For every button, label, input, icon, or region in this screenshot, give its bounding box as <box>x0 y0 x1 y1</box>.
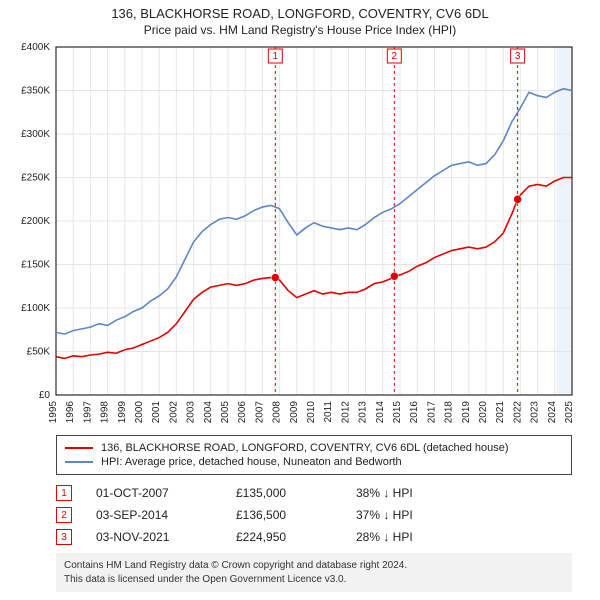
x-tick-label: 2022 <box>512 401 523 424</box>
svg-text:1: 1 <box>273 51 279 62</box>
x-tick-label: 2008 <box>272 401 283 424</box>
y-tick-label: £0 <box>39 390 51 401</box>
legend-swatch <box>65 461 93 463</box>
page-root: 136, BLACKHORSE ROAD, LONGFORD, COVENTRY… <box>0 0 600 592</box>
x-tick-label: 2002 <box>168 401 179 424</box>
x-tick-label: 2017 <box>426 401 437 424</box>
event-date: 03-NOV-2021 <box>96 530 236 544</box>
event-delta: 38% ↓ HPI <box>356 486 413 500</box>
legend: 136, BLACKHORSE ROAD, LONGFORD, COVENTRY… <box>56 435 572 475</box>
y-tick-label: £350K <box>21 86 50 97</box>
x-tick-label: 2025 <box>564 401 575 424</box>
event-flag: 2 <box>387 49 401 63</box>
legend-label: HPI: Average price, detached house, Nune… <box>101 456 402 468</box>
legend-label: 136, BLACKHORSE ROAD, LONGFORD, COVENTRY… <box>101 442 509 454</box>
footer-note: Contains HM Land Registry data © Crown c… <box>56 553 572 592</box>
y-tick-label: £250K <box>21 173 50 184</box>
series-marker <box>390 272 398 280</box>
x-tick-label: 2023 <box>530 401 541 424</box>
legend-item: 136, BLACKHORSE ROAD, LONGFORD, COVENTRY… <box>65 442 563 454</box>
event-row: 1 01-OCT-2007£135,00038% ↓ HPI <box>56 485 572 501</box>
legend-item: HPI: Average price, detached house, Nune… <box>65 456 563 468</box>
x-tick-label: 2009 <box>289 401 300 424</box>
x-tick-label: 2021 <box>495 401 506 424</box>
event-badge: 3 <box>56 529 72 545</box>
x-tick-label: 2018 <box>444 401 455 424</box>
x-tick-label: 2014 <box>375 401 386 424</box>
x-tick-label: 2001 <box>151 401 162 424</box>
x-tick-label: 2003 <box>186 401 197 424</box>
event-date: 01-OCT-2007 <box>96 486 236 500</box>
x-tick-label: 1997 <box>82 401 93 424</box>
footer-line-1: Contains HM Land Registry data © Crown c… <box>64 559 564 573</box>
x-tick-label: 2011 <box>323 401 334 423</box>
x-tick-label: 2005 <box>220 401 231 424</box>
svg-text:3: 3 <box>515 51 521 62</box>
y-tick-label: £400K <box>21 42 50 53</box>
event-badge: 2 <box>56 507 72 523</box>
event-delta: 37% ↓ HPI <box>356 508 413 522</box>
y-tick-label: £200K <box>21 216 50 227</box>
legend-swatch <box>65 447 93 449</box>
x-tick-label: 1996 <box>65 401 76 424</box>
x-tick-label: 2015 <box>392 401 403 424</box>
event-price: £135,000 <box>236 486 356 500</box>
x-tick-label: 2007 <box>254 401 265 424</box>
chart: £0 £50K £100K £150K £200K £250K £300K £350K £400… <box>0 39 600 429</box>
x-tick-label: 2000 <box>134 401 145 424</box>
chart-titles: 136, BLACKHORSE ROAD, LONGFORD, COVENTRY… <box>0 0 600 39</box>
event-flag: 1 <box>268 49 282 63</box>
y-tick-label: £150K <box>21 260 50 271</box>
title-line-1: 136, BLACKHORSE ROAD, LONGFORD, COVENTRY… <box>10 6 590 21</box>
y-tick-label: £50K <box>27 347 51 358</box>
footer-line-2: This data is licensed under the Open Gov… <box>64 573 564 587</box>
title-line-2: Price paid vs. HM Land Registry's House … <box>10 23 590 37</box>
event-flag: 3 <box>511 49 525 63</box>
x-tick-label: 2013 <box>358 401 369 424</box>
event-badge: 1 <box>56 485 72 501</box>
x-tick-label: 2020 <box>478 401 489 424</box>
x-tick-label: 1999 <box>117 401 128 424</box>
event-price: £224,950 <box>236 530 356 544</box>
event-date: 03-SEP-2014 <box>96 508 236 522</box>
y-tick-label: £300K <box>21 129 50 140</box>
event-delta: 28% ↓ HPI <box>356 530 413 544</box>
y-tick-label: £100K <box>21 303 50 314</box>
x-tick-label: 2004 <box>203 401 214 424</box>
x-tick-label: 2012 <box>340 401 351 424</box>
series-marker <box>514 195 522 203</box>
event-row: 3 03-NOV-2021£224,95028% ↓ HPI <box>56 529 572 545</box>
x-tick-label: 2006 <box>237 401 248 424</box>
event-row: 2 03-SEP-2014£136,50037% ↓ HPI <box>56 507 572 523</box>
x-tick-label: 1995 <box>48 401 59 424</box>
x-tick-label: 2016 <box>409 401 420 424</box>
event-price: £136,500 <box>236 508 356 522</box>
series-marker <box>271 274 279 282</box>
x-tick-label: 2024 <box>547 401 558 424</box>
x-tick-label: 1998 <box>100 401 111 424</box>
event-table: 1 01-OCT-2007£135,00038% ↓ HPI 2 03-SEP-201… <box>56 485 572 545</box>
x-tick-label: 2010 <box>306 401 317 424</box>
chart-svg: £0 £50K £100K £150K £200K £250K £300K £350K £400… <box>0 39 600 429</box>
x-tick-label: 2019 <box>461 401 472 424</box>
svg-text:2: 2 <box>392 51 398 62</box>
